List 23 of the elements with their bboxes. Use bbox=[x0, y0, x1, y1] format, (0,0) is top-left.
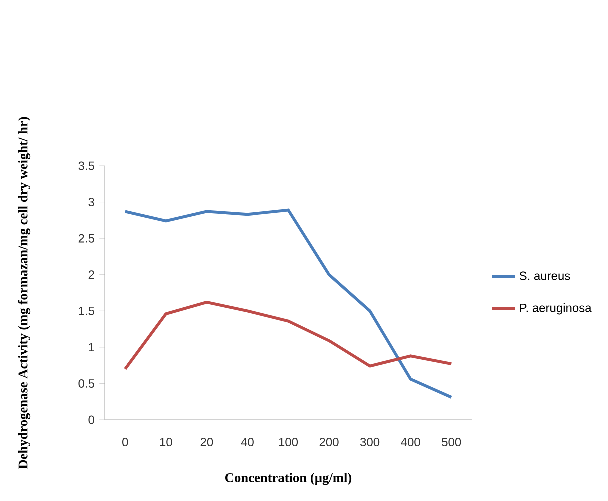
line-series bbox=[124, 300, 454, 371]
x-axis-title: Concentration (µg/ml) bbox=[226, 473, 352, 486]
legend-label: P. aeruginosa bbox=[520, 304, 592, 315]
y-tick-label: 3 bbox=[88, 198, 94, 207]
legend-label: S. aureus bbox=[520, 272, 570, 280]
x-tick-label: 300 bbox=[360, 438, 380, 447]
y-tick-label: 0 bbox=[88, 416, 94, 424]
y-tick-label: 0.5 bbox=[78, 379, 94, 388]
x-tick-label: 10 bbox=[160, 438, 172, 447]
line-series bbox=[124, 208, 454, 399]
y-tick-label: 2.5 bbox=[78, 234, 94, 243]
x-tick-label: 200 bbox=[320, 438, 339, 447]
x-tick-label: 20 bbox=[200, 438, 214, 447]
x-tick-label: 400 bbox=[401, 438, 420, 447]
y-tick-label: 1.5 bbox=[79, 306, 94, 316]
y-tick-label: 1 bbox=[89, 343, 94, 352]
y-tick-label: 3.5 bbox=[78, 162, 94, 170]
y-tick-label: 2 bbox=[88, 270, 94, 280]
x-tick-label: 500 bbox=[442, 438, 462, 447]
y-axis-title: Dehydrogenase Activity (mg formazan/mg cell dry weight/ hr) bbox=[18, 117, 31, 470]
x-tick-label: 100 bbox=[279, 438, 298, 447]
x-tick-label: 0 bbox=[122, 438, 128, 447]
x-tick-label: 40 bbox=[241, 438, 254, 447]
